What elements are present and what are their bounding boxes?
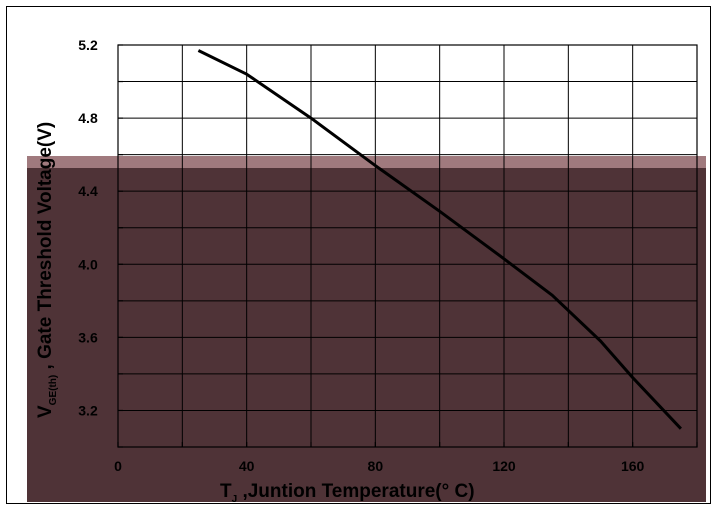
x-tick-label: 120 bbox=[492, 458, 516, 474]
y-tick-label: 4.8 bbox=[78, 110, 98, 126]
overlay-band bbox=[27, 156, 706, 170]
plot-area bbox=[117, 44, 698, 448]
x-tick-labels: 0 40 80 120 160 bbox=[114, 458, 644, 474]
grid-lines bbox=[118, 45, 697, 447]
series-line bbox=[197, 49, 682, 430]
y-tick-label: 3.2 bbox=[78, 402, 98, 418]
x-tick-label: 40 bbox=[239, 458, 255, 474]
x-axis-title: TJ ,Juntion Temperature(° C) bbox=[220, 481, 475, 505]
y-axis-title: VGE(th) , Gate Threshold Voltage(V) bbox=[35, 122, 59, 418]
y-tick-label: 4.0 bbox=[78, 256, 98, 272]
y-tick-label: 4.4 bbox=[78, 183, 98, 199]
x-tick-label: 160 bbox=[621, 458, 645, 474]
x-tick-label: 80 bbox=[368, 458, 384, 474]
x-tick-label: 0 bbox=[114, 458, 122, 474]
axis-ticks bbox=[117, 44, 698, 448]
y-tick-label: 3.6 bbox=[78, 329, 98, 345]
y-tick-labels: 3.2 3.6 4.0 4.4 4.8 5.2 bbox=[78, 37, 98, 418]
y-tick-label: 5.2 bbox=[78, 37, 98, 53]
